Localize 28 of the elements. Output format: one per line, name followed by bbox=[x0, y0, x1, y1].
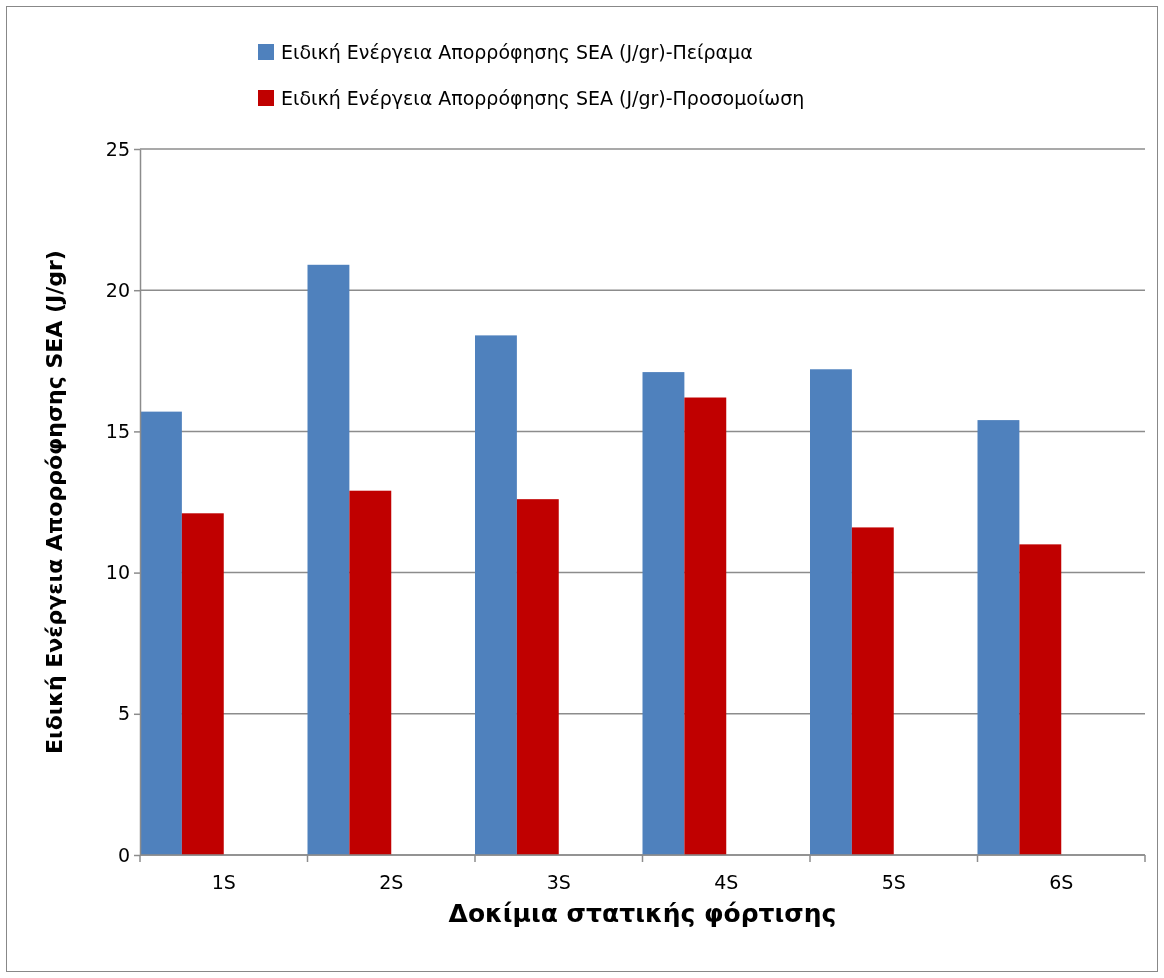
x-tick-label: 1S bbox=[211, 871, 236, 893]
legend-label: Ειδική Ενέργεια Απορρόφησης SEA (J/gr)-Πείραμα bbox=[281, 41, 753, 63]
y-tick-label: 0 bbox=[117, 843, 130, 866]
x-tick-label: 4S bbox=[714, 871, 739, 893]
y-tick-label: 20 bbox=[105, 278, 130, 301]
y-tick-label: 25 bbox=[105, 137, 130, 160]
bar bbox=[475, 335, 517, 855]
x-tick-label: 5S bbox=[881, 871, 906, 893]
bar bbox=[642, 372, 685, 855]
y-tick-label: 5 bbox=[117, 702, 130, 725]
bar bbox=[1019, 544, 1062, 855]
x-tick-label: 6S bbox=[1049, 871, 1074, 893]
y-tick-label: 15 bbox=[105, 419, 130, 442]
bar bbox=[977, 420, 1020, 855]
x-tick-label: 2S bbox=[379, 871, 404, 893]
bar bbox=[349, 490, 392, 855]
y-axis-title: Ειδική Ενέργεια Απορρόφησης SEA (J/gr) bbox=[42, 250, 67, 754]
x-axis-title: Δοκίμια στατικής φόρτισης bbox=[448, 899, 837, 928]
bar bbox=[307, 264, 350, 855]
bar bbox=[684, 397, 727, 855]
bar bbox=[181, 513, 224, 855]
bar bbox=[810, 369, 852, 855]
legend-label: Ειδική Ενέργεια Απορρόφησης SEA (J/gr)-Προσομοίωση bbox=[281, 87, 805, 109]
bar bbox=[140, 411, 182, 855]
x-tick-label: 3S bbox=[546, 871, 571, 893]
bar bbox=[516, 499, 559, 855]
y-tick-label: 10 bbox=[105, 561, 130, 584]
bar bbox=[851, 527, 894, 855]
